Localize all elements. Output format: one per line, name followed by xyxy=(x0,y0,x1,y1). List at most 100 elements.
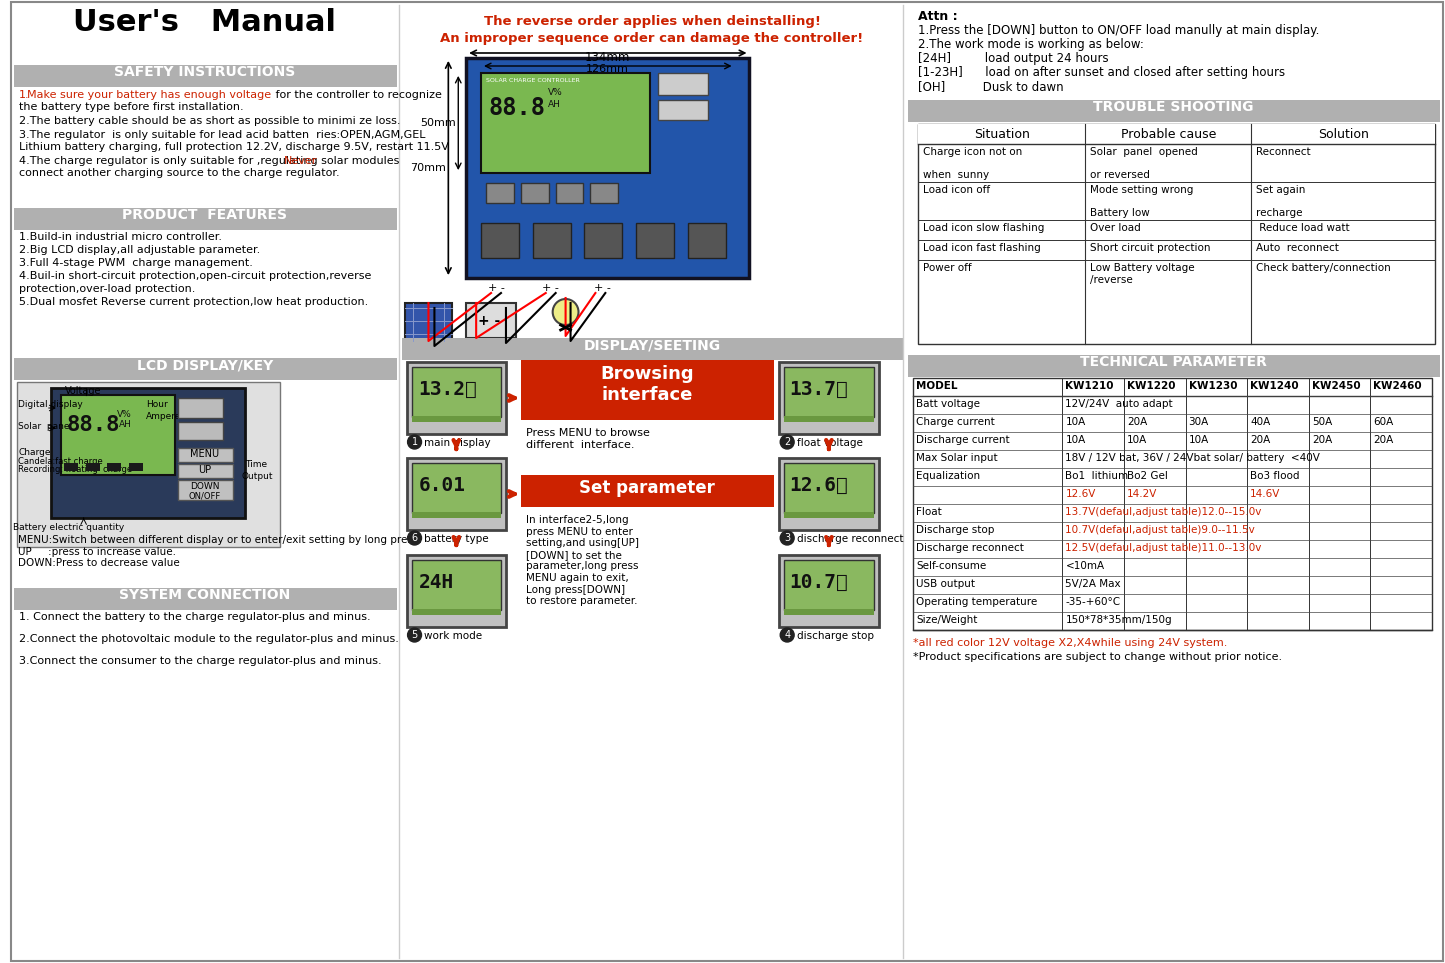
Text: float voltage: float voltage xyxy=(798,438,863,448)
Text: 2.Big LCD display,all adjustable parameter.: 2.Big LCD display,all adjustable paramet… xyxy=(19,245,260,255)
Text: 3.The regulator  is only suitable for lead acid batten  ries:OPEN,AGM,GEL: 3.The regulator is only suitable for lea… xyxy=(19,130,426,140)
Text: Float: Float xyxy=(916,507,942,517)
Text: 13.7ᵜ: 13.7ᵜ xyxy=(789,380,848,399)
Text: 10.7ᵜ: 10.7ᵜ xyxy=(789,573,848,592)
Bar xyxy=(178,422,223,440)
Text: 12.6ᵜ: 12.6ᵜ xyxy=(789,476,848,495)
Bar xyxy=(412,512,501,518)
Bar xyxy=(14,588,397,610)
Bar xyxy=(178,480,233,500)
Circle shape xyxy=(407,628,422,642)
Text: Never: Never xyxy=(283,156,316,166)
Text: 10A: 10A xyxy=(1065,417,1085,427)
Circle shape xyxy=(780,628,795,642)
Text: Self-consume: Self-consume xyxy=(916,561,987,571)
Bar xyxy=(779,458,879,530)
Text: KW1220: KW1220 xyxy=(1127,381,1176,391)
Bar xyxy=(591,183,618,203)
Text: Auto  reconnect: Auto reconnect xyxy=(1256,243,1340,253)
Bar xyxy=(107,463,121,471)
Text: [24H]         load output 24 hours: [24H] load output 24 hours xyxy=(919,52,1108,65)
Text: The reverse order applies when deinstalling!: The reverse order applies when deinstall… xyxy=(484,15,821,28)
Text: + -: + - xyxy=(594,283,611,293)
Text: 10A: 10A xyxy=(1127,435,1147,445)
Text: discharge stop: discharge stop xyxy=(798,631,874,641)
Bar xyxy=(14,358,397,380)
Text: Output: Output xyxy=(241,472,273,481)
Text: MODEL: MODEL xyxy=(916,381,958,391)
Text: Probable cause: Probable cause xyxy=(1120,127,1215,141)
Bar xyxy=(406,555,506,627)
Bar xyxy=(785,463,874,513)
Bar xyxy=(178,464,233,478)
Text: work mode: work mode xyxy=(425,631,483,641)
Text: SOLAR CHARGE CONTROLLER: SOLAR CHARGE CONTROLLER xyxy=(486,78,579,83)
Text: + -: + - xyxy=(487,283,504,293)
Bar xyxy=(785,367,874,417)
Text: Candela:fast charge: Candela:fast charge xyxy=(19,457,103,466)
Text: 5: 5 xyxy=(412,630,418,640)
Text: Recording: floating  charge: Recording: floating charge xyxy=(19,465,131,474)
Circle shape xyxy=(407,435,422,449)
Text: 6: 6 xyxy=(412,533,418,543)
Text: AH: AH xyxy=(118,420,131,429)
Text: 24H: 24H xyxy=(419,573,454,592)
Text: TROUBLE SHOOTING: TROUBLE SHOOTING xyxy=(1094,100,1254,114)
Text: Batt voltage: Batt voltage xyxy=(916,399,980,409)
Text: USB output: USB output xyxy=(916,579,975,589)
Text: Discharge stop: Discharge stop xyxy=(916,525,994,535)
Text: 14.6V: 14.6V xyxy=(1250,489,1280,499)
Bar xyxy=(412,367,501,417)
Bar xyxy=(657,73,708,95)
Text: Set parameter: Set parameter xyxy=(579,479,715,497)
Text: Size/Weight: Size/Weight xyxy=(916,615,978,625)
Text: 4.The charge regulator is only suitable for ,regulating solar modules: 4.The charge regulator is only suitable … xyxy=(19,156,403,166)
Text: 20A: 20A xyxy=(1312,435,1332,445)
Bar xyxy=(919,124,1435,144)
Bar xyxy=(520,360,775,420)
Bar xyxy=(85,463,100,471)
Text: 12V/24V  auto adapt: 12V/24V auto adapt xyxy=(1065,399,1173,409)
Text: 10A: 10A xyxy=(1065,435,1085,445)
Text: 10A: 10A xyxy=(1189,435,1209,445)
Text: Solution: Solution xyxy=(1318,127,1368,141)
Bar xyxy=(412,416,501,422)
Text: SAFETY INSTRUCTIONS: SAFETY INSTRUCTIONS xyxy=(114,65,296,79)
Text: 1.: 1. xyxy=(19,90,30,100)
Text: 2.The work mode is working as below:: 2.The work mode is working as below: xyxy=(919,38,1144,51)
Text: Reduce load watt: Reduce load watt xyxy=(1256,223,1350,233)
Text: SYSTEM CONNECTION: SYSTEM CONNECTION xyxy=(120,588,290,602)
Text: Voltage: Voltage xyxy=(65,386,103,396)
Text: [OH]          Dusk to dawn: [OH] Dusk to dawn xyxy=(919,80,1064,93)
Text: In interface2-5,long
press MENU to enter
setting,and using[UP]
[DOWN] to set the: In interface2-5,long press MENU to enter… xyxy=(526,515,639,606)
Text: 126mm: 126mm xyxy=(585,64,629,74)
Bar xyxy=(64,463,78,471)
Text: ON/OFF: ON/OFF xyxy=(189,491,221,500)
Text: 20A: 20A xyxy=(1250,435,1270,445)
Circle shape xyxy=(780,435,795,449)
Text: DISPLAY/SEETING: DISPLAY/SEETING xyxy=(584,338,721,352)
Bar xyxy=(785,560,874,610)
Bar xyxy=(14,65,397,87)
Text: An improper sequence order can damage the controller!: An improper sequence order can damage th… xyxy=(441,32,864,45)
Text: 6.01: 6.01 xyxy=(419,476,465,495)
Bar xyxy=(406,362,506,434)
Text: the battery type before first installation.: the battery type before first installati… xyxy=(19,102,244,112)
Bar xyxy=(405,303,452,341)
Text: 4: 4 xyxy=(785,630,790,640)
Bar xyxy=(909,100,1441,122)
Circle shape xyxy=(780,531,795,545)
Text: battery type: battery type xyxy=(425,534,488,544)
Bar xyxy=(636,223,673,258)
Bar xyxy=(785,416,874,422)
Bar xyxy=(17,382,280,547)
Text: Load icon fast flashing: Load icon fast flashing xyxy=(923,243,1040,253)
Text: *all red color 12V voltage X2,X4while using 24V system.: *all red color 12V voltage X2,X4while us… xyxy=(913,638,1228,648)
Text: Bo3 flood: Bo3 flood xyxy=(1250,471,1299,481)
Text: 134mm: 134mm xyxy=(585,51,630,64)
Text: Check battery/connection: Check battery/connection xyxy=(1256,263,1392,273)
Bar xyxy=(51,388,244,518)
Text: <10mA: <10mA xyxy=(1065,561,1104,571)
Text: UP: UP xyxy=(198,465,211,475)
Text: Time: Time xyxy=(244,460,267,469)
